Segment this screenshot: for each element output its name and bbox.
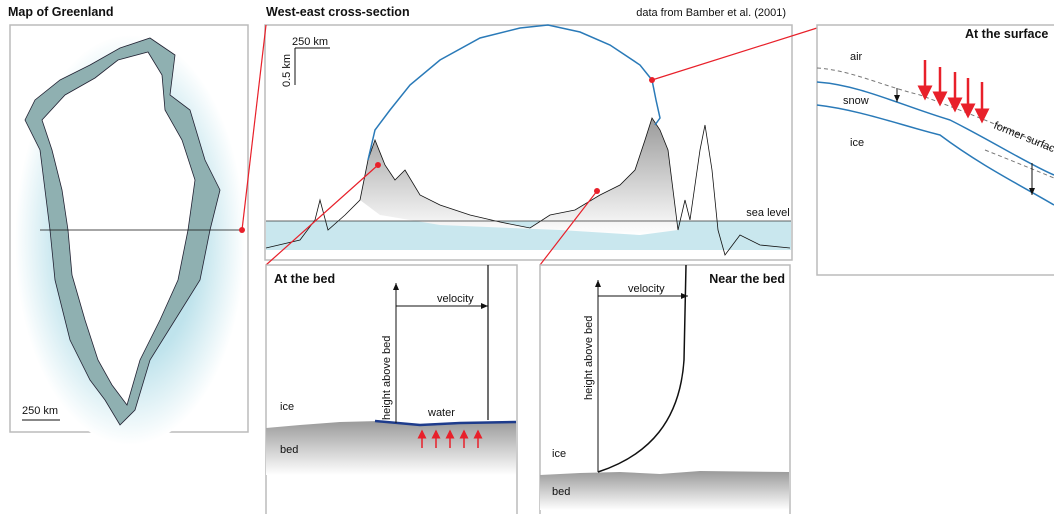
- scale-label: 0.5 km: [281, 54, 293, 87]
- cross-section: West-east cross-section data from Bamber…: [265, 5, 792, 260]
- label: air: [850, 51, 863, 63]
- label: ice: [280, 401, 294, 413]
- scale-label: 250 km: [22, 405, 58, 417]
- label: snow: [843, 95, 869, 107]
- label: velocity: [628, 283, 665, 295]
- source: data from Bamber et al. (2001): [636, 7, 786, 19]
- bed: [540, 471, 789, 510]
- scale-label: 250 km: [292, 36, 328, 48]
- panel-title: At the surface: [965, 27, 1048, 41]
- surface-panel: At the surface air snow ice former surfa…: [817, 25, 1054, 275]
- label: bed: [280, 444, 298, 456]
- label: height above bed: [381, 336, 393, 420]
- map-panel: Map of Greenland 250 km: [8, 5, 248, 445]
- label: velocity: [437, 293, 474, 305]
- label: ice: [552, 448, 566, 460]
- near-bed-panel: Near the bed velocity height above bed i…: [540, 265, 790, 514]
- figure: Map of Greenland 250 km West-east cross-…: [0, 0, 1054, 514]
- panel-title: At the bed: [274, 272, 335, 286]
- label: height above bed: [583, 316, 595, 400]
- panel-title: West-east cross-section: [266, 5, 410, 19]
- panel-title: Near the bed: [709, 272, 785, 286]
- bed-panel: At the bed velocity height above bed ice…: [266, 265, 517, 514]
- label: ice: [850, 137, 864, 149]
- sea: [266, 221, 791, 250]
- panel-title: Map of Greenland: [8, 5, 114, 19]
- label: sea level: [746, 207, 789, 219]
- label: bed: [552, 486, 570, 498]
- label: water: [427, 407, 455, 419]
